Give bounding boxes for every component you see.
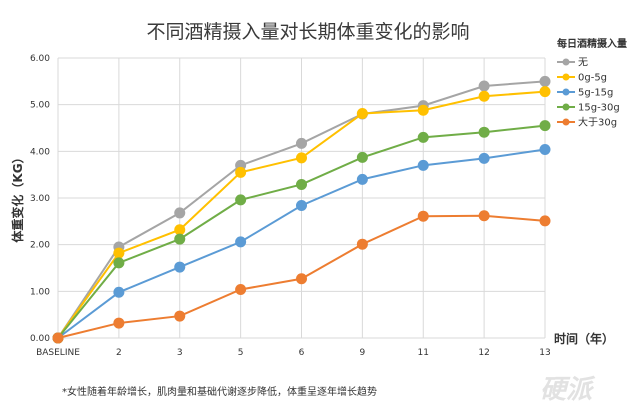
data-point (113, 247, 125, 259)
legend-marker (562, 118, 570, 126)
data-point (417, 131, 429, 143)
footnote: *女性随着年龄增长，肌肉量和基础代谢逐步降低，体重呈逐年增长趋势 (62, 385, 377, 398)
x-axis-title: 时间（年） (554, 331, 614, 346)
x-tick-label: 12 (478, 348, 489, 358)
legend-marker (562, 73, 570, 81)
legend-label: 15g-30g (578, 103, 620, 114)
data-point (235, 194, 247, 206)
y-axis-ticks: 0.00 1.00 2.00 3.00 4.00 5.00 6.00 (30, 54, 50, 344)
data-point (417, 104, 429, 116)
data-point (174, 233, 186, 245)
data-point (356, 108, 368, 120)
x-tick-label: BASELINE (36, 348, 80, 358)
legend-item: 大于30g (557, 116, 617, 129)
series-4 (52, 210, 551, 344)
y-tick-label: 2.00 (30, 241, 50, 251)
data-point (356, 238, 368, 250)
x-tick-label: 11 (418, 348, 429, 358)
data-point (478, 152, 490, 164)
data-point (539, 215, 551, 227)
y-tick-label: 0.00 (30, 334, 50, 344)
chart-title: 不同酒精摄入量对长期体重变化的影响 (146, 21, 469, 43)
y-tick-label: 4.00 (30, 147, 50, 157)
data-point (356, 151, 368, 163)
data-point (235, 166, 247, 178)
y-tick-label: 1.00 (30, 287, 50, 297)
x-tick-label: 6 (299, 348, 305, 358)
data-point (296, 178, 307, 190)
data-point (539, 143, 551, 155)
data-point (356, 173, 368, 185)
watermark: 硬派 (540, 375, 596, 405)
legend-item: 5g-15g (557, 88, 613, 99)
data-point (478, 90, 490, 102)
series-lines (52, 75, 551, 344)
data-point (417, 159, 429, 171)
data-point (296, 199, 307, 211)
data-point (174, 207, 186, 219)
y-tick-label: 6.00 (30, 54, 50, 64)
data-point (296, 137, 307, 149)
data-point (52, 332, 64, 344)
data-point (478, 210, 490, 222)
x-tick-label: 3 (177, 348, 183, 358)
data-point (113, 257, 125, 269)
data-point (113, 286, 125, 298)
legend-title: 每日酒精摄入量 (557, 37, 627, 50)
x-tick-label: 13 (539, 348, 550, 358)
y-tick-label: 5.00 (30, 101, 50, 111)
data-point (296, 273, 307, 285)
legend-item: 无 (557, 58, 588, 69)
data-point (174, 261, 186, 273)
data-point (113, 317, 125, 329)
x-tick-label: 2 (116, 348, 122, 358)
data-point (539, 86, 551, 98)
legend-marker (562, 103, 570, 111)
data-point (235, 283, 247, 295)
y-tick-label: 3.00 (30, 194, 50, 204)
data-point (478, 126, 490, 138)
legend-label: 无 (578, 58, 588, 69)
legend: 无 0g-5g 5g-15g 15g-30g 大于30g (557, 58, 620, 129)
data-point (417, 210, 429, 222)
legend-label: 0g-5g (578, 73, 607, 84)
data-point (174, 224, 186, 236)
legend-label: 5g-15g (578, 88, 613, 99)
series-3 (52, 120, 551, 344)
legend-marker (562, 58, 570, 66)
data-point (539, 75, 551, 87)
legend-item: 15g-30g (557, 103, 620, 114)
data-point (478, 80, 490, 92)
data-point (235, 236, 247, 248)
legend-item: 0g-5g (557, 73, 607, 84)
grid (57, 57, 546, 339)
data-point (539, 120, 551, 132)
data-point (296, 152, 307, 164)
x-tick-label: 5 (238, 348, 244, 358)
legend-label: 大于30g (578, 116, 617, 129)
data-point (174, 310, 186, 322)
x-axis-ticks: BASELINE 2 3 5 6 9 11 12 13 (36, 348, 551, 358)
x-tick-label: 9 (360, 348, 366, 358)
y-axis-title: 体重变化（KG） (10, 151, 25, 242)
legend-marker (562, 88, 570, 96)
